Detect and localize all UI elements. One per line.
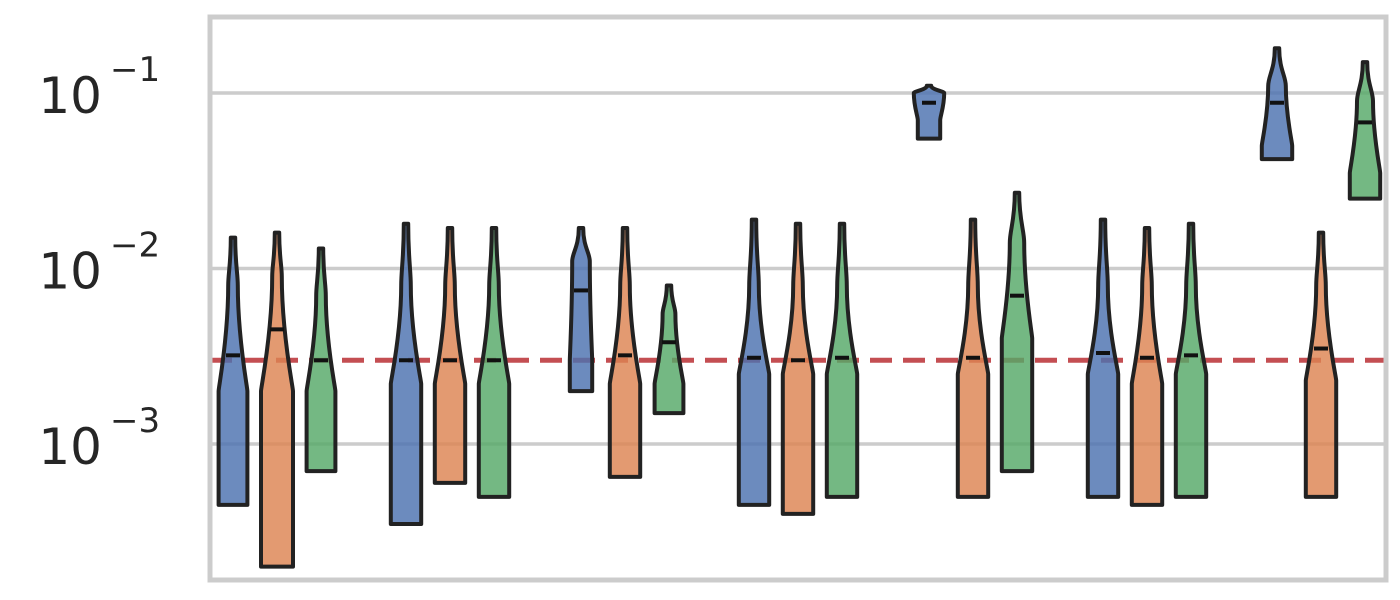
violin-group4-series3 (824, 221, 860, 499)
violin-group6-series3 (1173, 221, 1209, 499)
y-tick-label-2: 10 (38, 243, 102, 301)
violin-group7-series2 (1303, 230, 1339, 499)
violin-group2-series2 (432, 226, 468, 485)
y-tick-exponent-2: −2 (110, 226, 160, 266)
violin-group3-series3 (652, 283, 686, 416)
violin-group4-series1 (736, 217, 772, 507)
y-tick-exponent-3: −3 (110, 401, 160, 441)
violin-group6-series1 (1085, 217, 1121, 499)
y-tick-label-1: 10 (38, 67, 102, 125)
violin-group7-series3 (1347, 60, 1383, 201)
violin-group1-series1 (216, 235, 250, 507)
violins (216, 46, 1383, 569)
violin-group5-series3 (999, 190, 1035, 474)
violin-group4-series2 (780, 221, 816, 516)
plot-frame (207, 14, 1389, 583)
violin-group2-series3 (476, 226, 512, 499)
violin-group5-series1 (911, 83, 947, 141)
y-axis-ticks: 10−110−210−3 (38, 50, 160, 476)
violin-group2-series1 (388, 221, 424, 527)
y-tick-label-3: 10 (38, 418, 102, 476)
y-tick-exponent-1: −1 (110, 50, 160, 90)
violin-group6-series2 (1129, 226, 1165, 507)
violin-group3-series1 (567, 226, 595, 394)
violin-group3-series2 (607, 226, 643, 479)
violin-group1-series2 (259, 230, 295, 569)
